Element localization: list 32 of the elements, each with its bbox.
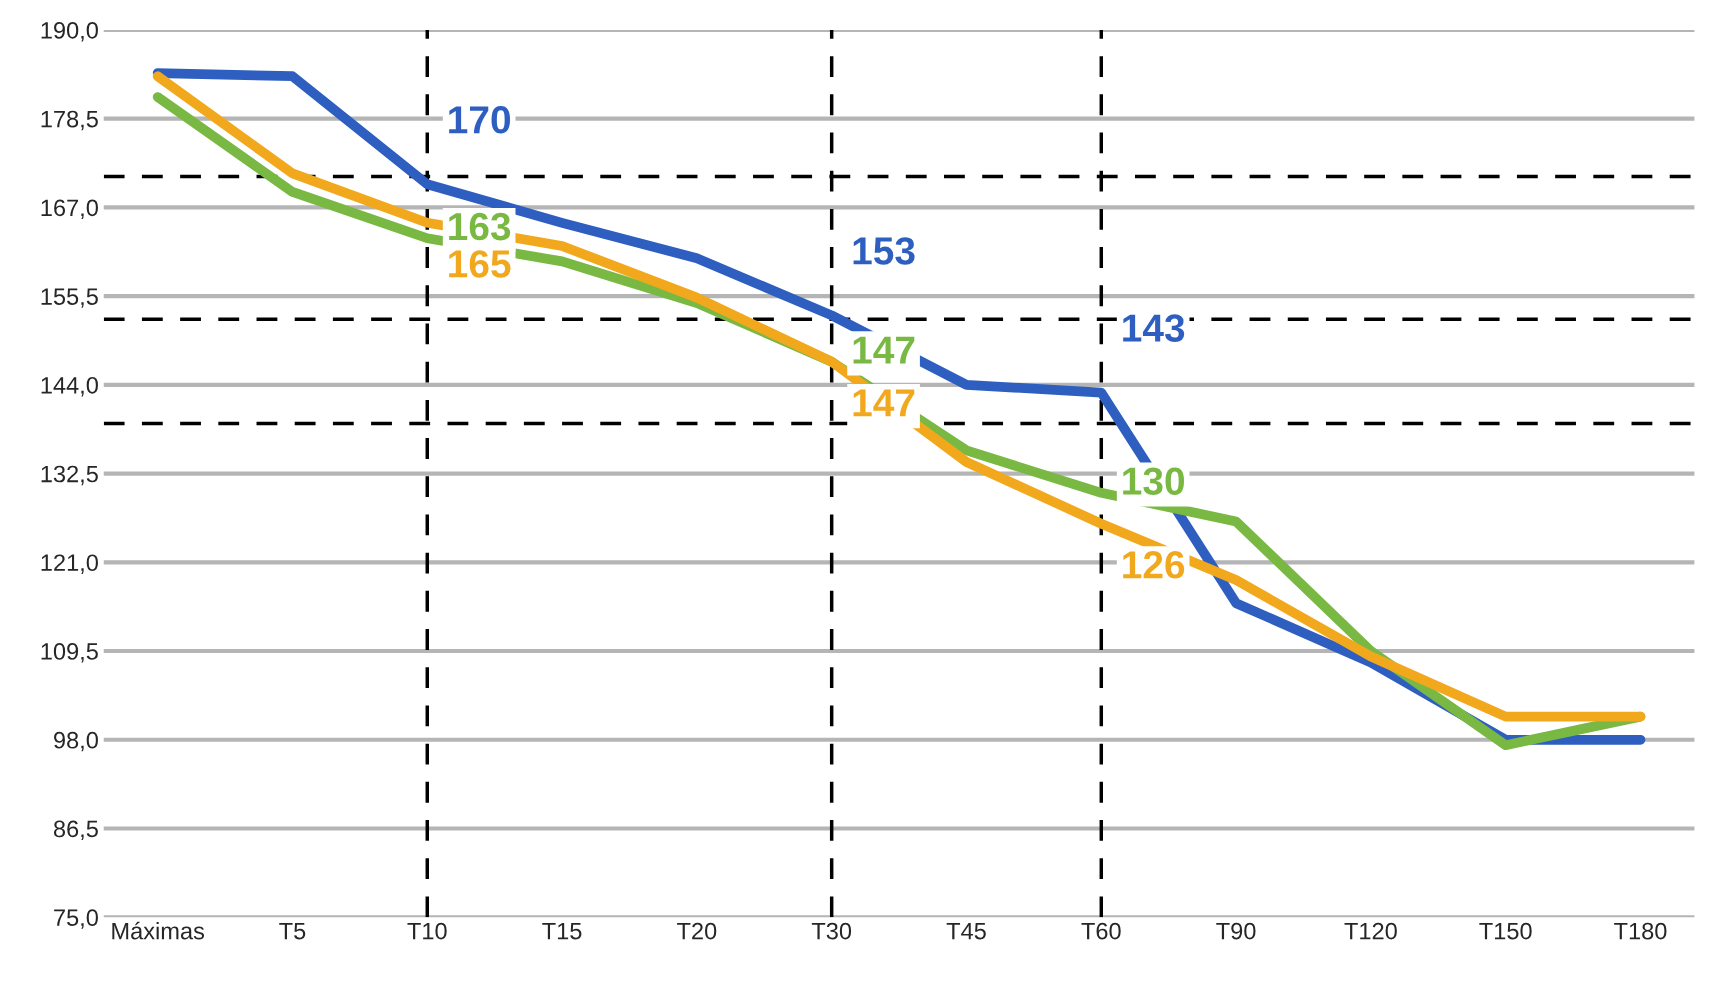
x-tick-label: Máximas (112, 921, 205, 940)
data-label: 143 (1123, 314, 1185, 342)
x-tick-label: T45 (946, 922, 986, 940)
y-tick-label: 190,0 (41, 21, 98, 42)
x-tick-label: T60 (1081, 922, 1121, 940)
y-tick-label: 98,0 (54, 731, 98, 752)
x-tick-label: T120 (1344, 922, 1397, 940)
x-tick-label: T180 (1614, 922, 1667, 940)
data-label: 170 (449, 106, 510, 134)
y-tick-label: 121,0 (41, 554, 98, 574)
x-tick-label: T15 (542, 922, 582, 940)
y-tick-label: 86,5 (53, 820, 98, 841)
x-tick-label: T10 (407, 922, 447, 940)
x-tick-label: T20 (677, 922, 717, 940)
y-tick-label: 109,5 (41, 643, 98, 663)
y-tick-label: 144,0 (41, 376, 98, 397)
y-tick-label: 155,5 (41, 288, 98, 308)
y-tick-label: 178,5 (41, 110, 98, 131)
data-label: 126 (1123, 551, 1185, 579)
data-label: 165 (449, 250, 511, 278)
y-tick-label: 167,0 (41, 199, 98, 219)
data-label: 163 (449, 212, 511, 241)
y-tick-label: 132,5 (41, 465, 98, 486)
data-label: 147 (853, 389, 915, 417)
data-label: 130 (1123, 467, 1185, 496)
x-tick-label: T150 (1479, 922, 1532, 940)
data-label: 147 (853, 336, 915, 364)
y-tick-label: 75,0 (54, 909, 98, 929)
x-tick-label: T30 (811, 922, 852, 940)
x-tick-label: T90 (1216, 922, 1256, 940)
x-tick-label: T5 (279, 922, 306, 940)
data-label: 153 (853, 237, 915, 265)
